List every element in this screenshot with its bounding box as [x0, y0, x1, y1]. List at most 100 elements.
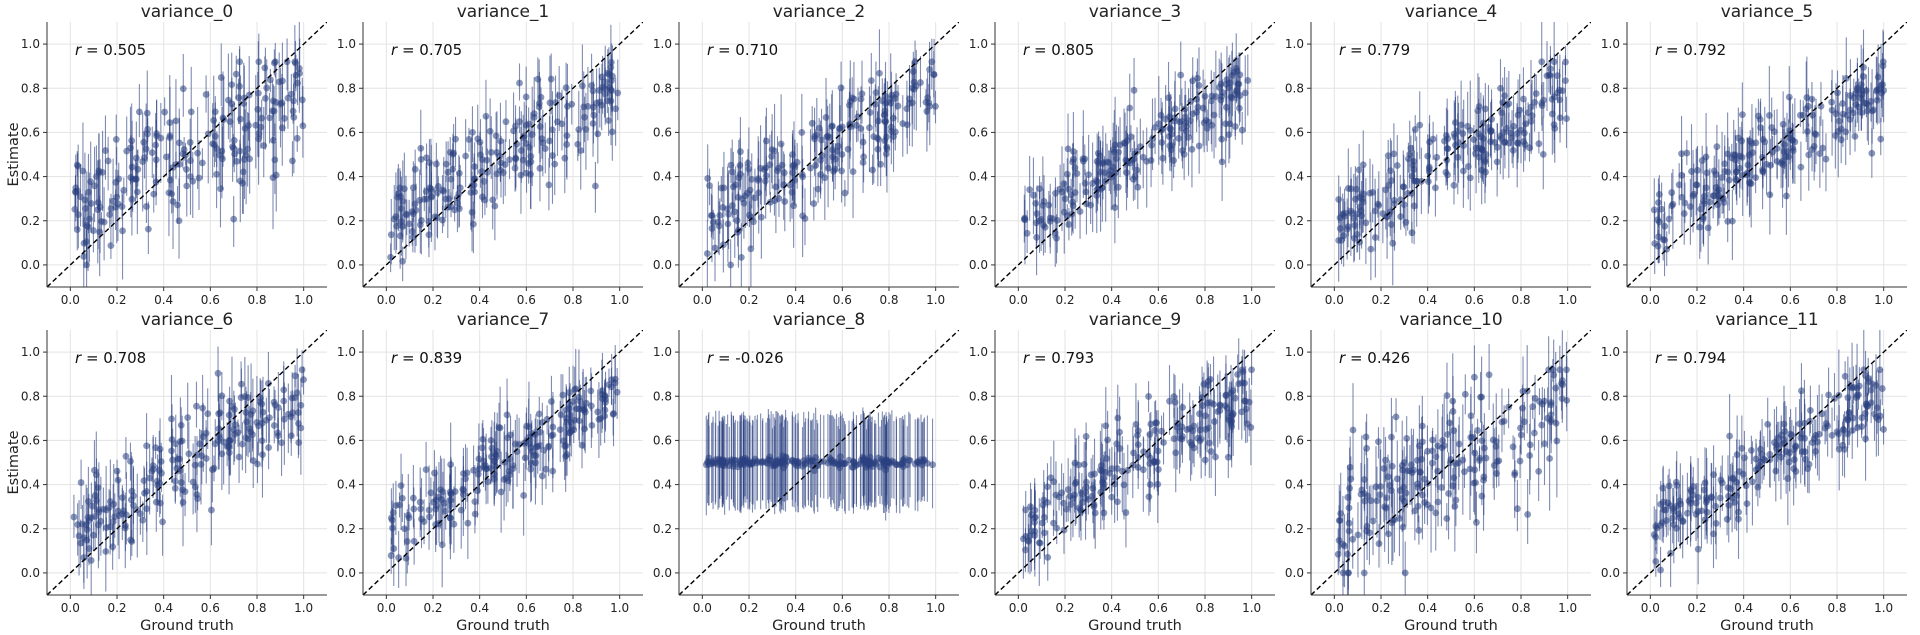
data-point	[1132, 420, 1140, 428]
data-point	[528, 460, 535, 467]
data-point	[1517, 424, 1524, 432]
data-point	[1388, 177, 1395, 185]
data-point	[1432, 453, 1440, 461]
data-point	[501, 161, 509, 168]
correlation-symbol: r	[391, 349, 398, 367]
data-point	[1443, 515, 1451, 522]
data-point	[84, 497, 92, 505]
y-tick-label: 0.2	[969, 214, 988, 228]
data-point	[497, 137, 504, 145]
data-point	[211, 141, 218, 149]
data-point	[1516, 457, 1524, 465]
data-point	[1429, 436, 1437, 444]
data-point	[1336, 516, 1344, 524]
data-point	[1450, 181, 1458, 189]
data-point	[759, 458, 766, 466]
data-point	[208, 506, 215, 514]
data-point	[388, 516, 396, 524]
data-point	[462, 152, 470, 160]
data-point	[146, 474, 154, 482]
data-point	[1371, 207, 1379, 215]
data-point	[1354, 210, 1362, 218]
data-point	[836, 453, 844, 461]
data-point	[1134, 183, 1142, 191]
subplot-variance_7: 0.0 0.2 0.4 0.6 0.8 1.0 0.0 0.2 0.4 0.6 0.8 1.0 vari…	[337, 310, 643, 634]
data-point	[1181, 113, 1189, 121]
data-point	[1031, 513, 1039, 521]
data-point	[1443, 156, 1451, 164]
correlation-value: = 0.805	[1029, 41, 1094, 59]
data-point	[1858, 109, 1865, 116]
data-point	[1116, 445, 1124, 452]
data-point	[1835, 117, 1843, 125]
subplot-title: variance_7	[457, 310, 550, 330]
data-point	[510, 127, 517, 135]
data-point	[240, 94, 248, 102]
data-point	[427, 489, 435, 497]
data-point	[1113, 155, 1120, 162]
data-point	[255, 135, 262, 143]
data-point	[425, 506, 433, 514]
data-point	[1505, 139, 1513, 147]
data-point	[880, 111, 888, 119]
data-point	[899, 456, 907, 464]
data-point	[168, 447, 175, 455]
data-point	[1411, 126, 1419, 133]
data-point	[1857, 94, 1865, 102]
data-point	[1172, 449, 1180, 457]
data-point	[228, 81, 236, 89]
x-tick-label: 0.4	[1418, 293, 1437, 307]
data-point	[509, 462, 517, 469]
data-point	[1410, 166, 1418, 173]
data-point	[491, 202, 499, 210]
data-point	[280, 415, 288, 423]
data-point	[725, 210, 733, 218]
data-point	[1449, 408, 1457, 415]
data-point	[77, 479, 85, 486]
data-point	[107, 242, 115, 250]
x-tick-label: 0.0	[1325, 601, 1344, 615]
data-point	[1538, 99, 1546, 107]
data-point	[1033, 210, 1041, 217]
data-point	[1369, 517, 1377, 525]
data-point	[536, 123, 544, 131]
data-point	[1498, 109, 1506, 117]
data-point	[1874, 73, 1882, 81]
data-point	[187, 108, 195, 116]
data-points	[1335, 58, 1570, 253]
data-point	[488, 444, 496, 452]
data-point	[1478, 437, 1486, 445]
data-point	[808, 119, 816, 127]
data-point	[814, 185, 822, 193]
data-point	[470, 466, 477, 474]
data-point	[1718, 174, 1726, 181]
data-point	[1207, 399, 1215, 407]
data-point	[549, 126, 556, 134]
data-point	[1336, 225, 1344, 232]
data-point	[1114, 183, 1122, 191]
data-point	[98, 217, 105, 225]
data-point	[1387, 221, 1395, 228]
y-tick-label: 0.8	[337, 81, 356, 95]
data-point	[423, 154, 430, 162]
data-point	[278, 124, 286, 132]
data-point	[122, 452, 130, 460]
correlation-value: = 0.792	[1661, 41, 1726, 59]
data-point	[1744, 161, 1752, 169]
data-point	[736, 161, 744, 169]
data-point	[551, 160, 559, 168]
data-point	[556, 426, 564, 434]
data-point	[1480, 444, 1488, 452]
data-point	[287, 413, 295, 421]
data-point	[1558, 395, 1566, 403]
data-point	[511, 164, 519, 172]
data-point	[1419, 491, 1426, 499]
data-point	[1785, 93, 1793, 101]
data-point	[926, 66, 933, 73]
data-point	[1060, 180, 1068, 188]
identity-line	[1311, 22, 1591, 287]
data-point	[1179, 147, 1186, 154]
data-point	[1688, 168, 1695, 175]
data-point	[1201, 92, 1209, 100]
data-point	[1090, 503, 1098, 510]
